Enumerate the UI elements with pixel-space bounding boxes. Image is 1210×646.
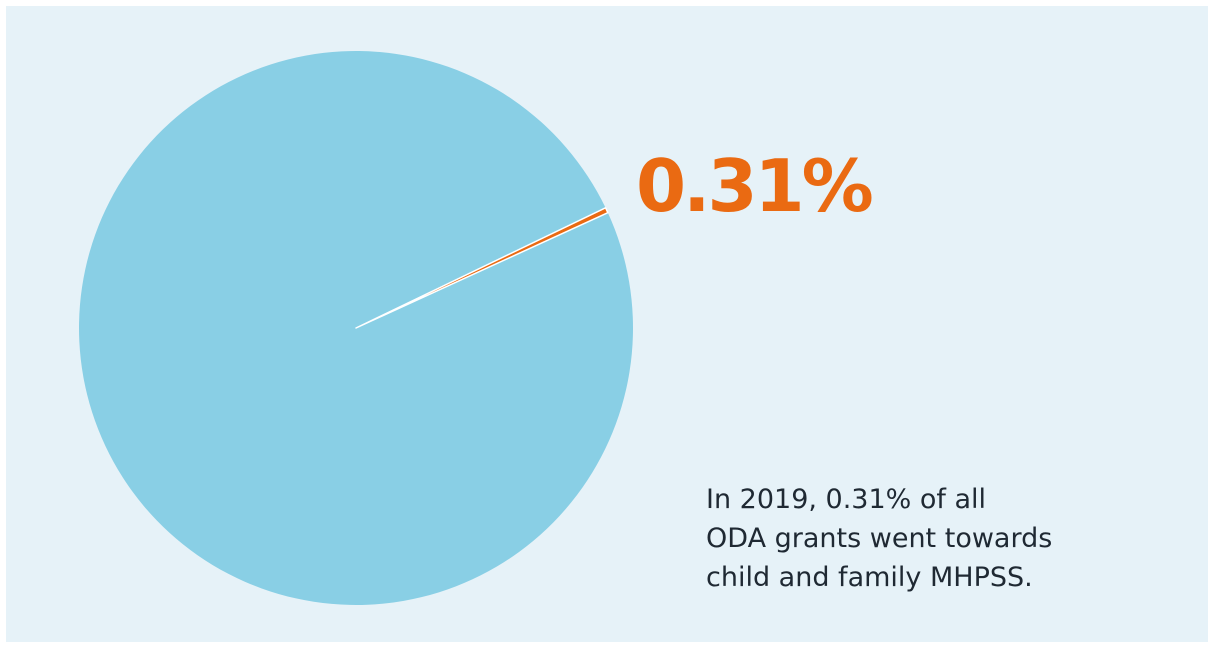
annotation-line-2: ODA grants went towards bbox=[706, 523, 1053, 554]
pie-slice-highlight bbox=[355, 207, 609, 329]
annotation-line-1: In 2019, 0.31% of all bbox=[706, 484, 987, 515]
annotation-text: In 2019, 0.31% of all ODA grants went to… bbox=[706, 480, 1126, 597]
pie-slices bbox=[79, 51, 634, 606]
slice-value-label: 0.31% bbox=[636, 144, 874, 228]
annotation-line-3: child and family MHPSS. bbox=[706, 562, 1033, 593]
